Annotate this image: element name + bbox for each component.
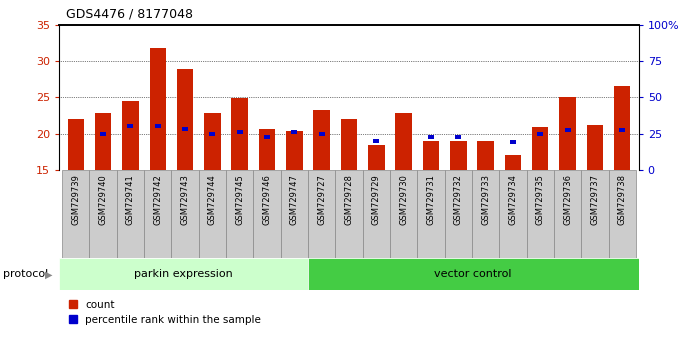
Text: GSM729735: GSM729735 [536, 174, 545, 225]
Bar [155, 124, 161, 129]
Bar [423, 141, 439, 170]
Bar [526, 170, 554, 258]
Legend: count, percentile rank within the sample: count, percentile rank within the sample [64, 296, 265, 329]
Text: GSM729729: GSM729729 [372, 174, 381, 225]
Bar [144, 170, 172, 258]
Bar [313, 110, 330, 170]
Text: ▶: ▶ [45, 269, 52, 279]
Bar [505, 155, 521, 170]
Text: GSM729727: GSM729727 [317, 174, 326, 225]
Bar [89, 170, 117, 258]
Bar [127, 124, 133, 129]
Text: GSM729743: GSM729743 [181, 174, 190, 225]
Bar [237, 130, 243, 134]
Bar [68, 119, 84, 170]
Bar [253, 170, 281, 258]
Bar [554, 170, 581, 258]
Bar [477, 141, 493, 170]
Bar [537, 132, 543, 136]
Text: GSM729742: GSM729742 [153, 174, 162, 225]
Bar [100, 132, 106, 136]
Bar [286, 131, 302, 170]
Bar [445, 170, 472, 258]
Bar [455, 135, 461, 139]
Text: GSM729731: GSM729731 [426, 174, 436, 225]
Bar [122, 101, 139, 170]
Bar [609, 170, 636, 258]
Bar [450, 141, 466, 170]
Bar [205, 113, 221, 170]
Bar [363, 170, 390, 258]
Text: GSM729732: GSM729732 [454, 174, 463, 225]
Bar [117, 170, 144, 258]
Bar [565, 128, 571, 132]
Bar [335, 170, 363, 258]
Bar [308, 170, 335, 258]
Text: vector control: vector control [434, 269, 512, 279]
Bar [614, 86, 630, 170]
Bar [95, 113, 111, 170]
Text: GDS4476 / 8177048: GDS4476 / 8177048 [66, 7, 193, 20]
Bar [428, 135, 434, 139]
Text: GSM729738: GSM729738 [618, 174, 627, 225]
Text: GSM729741: GSM729741 [126, 174, 135, 225]
Text: GSM729733: GSM729733 [481, 174, 490, 225]
Text: GSM729728: GSM729728 [345, 174, 353, 225]
Bar [172, 170, 199, 258]
Text: GSM729730: GSM729730 [399, 174, 408, 225]
Bar [319, 132, 325, 136]
Bar [182, 126, 188, 131]
Bar [510, 140, 516, 144]
Bar [259, 129, 275, 170]
Bar [62, 170, 89, 258]
Bar [209, 132, 216, 136]
Bar [619, 128, 625, 132]
Bar [499, 170, 526, 258]
Bar [308, 258, 639, 290]
Bar [264, 135, 270, 139]
Text: GSM729746: GSM729746 [262, 174, 272, 225]
Bar [396, 113, 412, 170]
Bar [581, 170, 609, 258]
Text: GSM729744: GSM729744 [208, 174, 217, 225]
Text: parkin expression: parkin expression [134, 269, 233, 279]
Bar [390, 170, 417, 258]
Bar [341, 119, 357, 170]
Bar [373, 139, 379, 143]
Bar [368, 144, 385, 170]
Bar [472, 170, 499, 258]
Bar [417, 170, 445, 258]
Text: GSM729745: GSM729745 [235, 174, 244, 225]
Text: GSM729747: GSM729747 [290, 174, 299, 225]
Bar [149, 48, 166, 170]
Bar [587, 125, 603, 170]
Text: GSM729740: GSM729740 [98, 174, 107, 225]
Bar [291, 130, 297, 134]
Bar [177, 69, 193, 170]
Text: GSM729737: GSM729737 [591, 174, 600, 225]
Bar [232, 98, 248, 170]
Text: GSM729739: GSM729739 [71, 174, 80, 225]
Bar [59, 258, 308, 290]
Text: protocol: protocol [3, 269, 49, 279]
Bar [281, 170, 308, 258]
Text: GSM729736: GSM729736 [563, 174, 572, 225]
Text: GSM729734: GSM729734 [508, 174, 517, 225]
Bar [226, 170, 253, 258]
Bar [532, 127, 549, 170]
Bar [559, 97, 576, 170]
Bar [199, 170, 226, 258]
